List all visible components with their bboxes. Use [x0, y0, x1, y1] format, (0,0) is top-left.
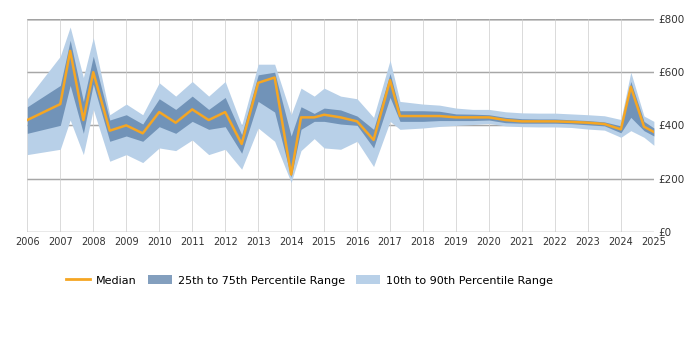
- Legend: Median, 25th to 75th Percentile Range, 10th to 90th Percentile Range: Median, 25th to 75th Percentile Range, 1…: [62, 271, 557, 290]
